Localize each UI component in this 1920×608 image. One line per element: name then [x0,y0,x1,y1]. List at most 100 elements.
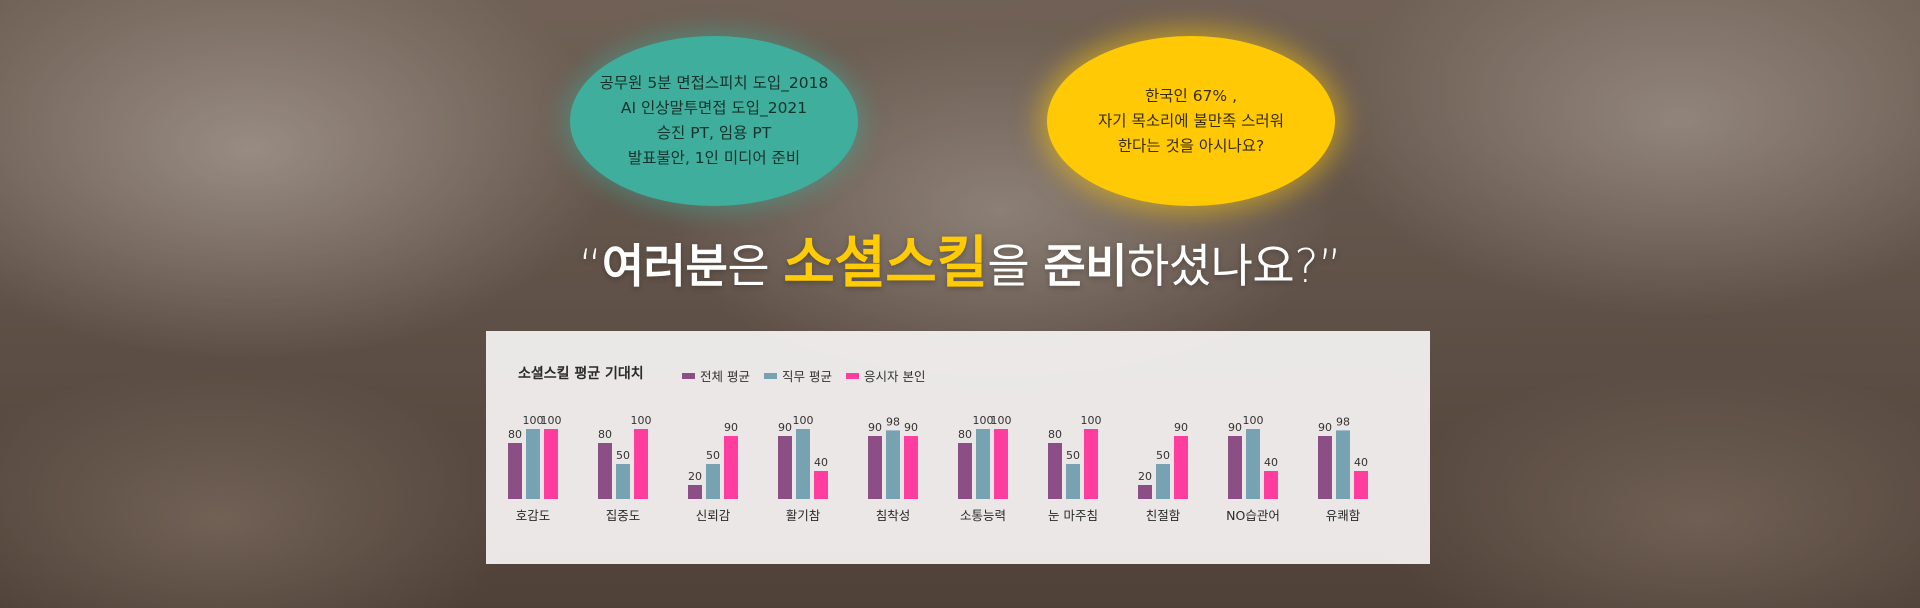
bubble-line: AI 인상말투면접 도입_2021 [620,99,808,117]
data-label: 50 [1066,449,1080,462]
bubble-line: 승진 PT, 임용 PT [656,124,772,142]
bubble-line: 발표불안, 1인 미디어 준비 [627,149,801,167]
data-label: 90 [1228,421,1242,434]
headline-word: 을 [987,239,1044,293]
bar [886,430,900,499]
data-label: 100 [1243,414,1264,427]
bar [994,429,1008,499]
info-bubble-yellow: 한국인 67% , 자기 목소리에 불만족 스러워 한다는 것을 아시나요? [1047,36,1335,206]
bar [1228,436,1242,499]
data-label: 100 [793,414,814,427]
legend-swatch [763,372,777,379]
data-label: 100 [631,414,652,427]
data-label: 100 [973,414,994,427]
legend-label: 전체 평균 [700,369,750,384]
bar-chart: 80100100호감도8050100집중도205090신뢰감9010040활기참… [508,414,1368,523]
bar [1138,485,1152,499]
bar [1246,429,1260,499]
legend-label: 응시자 본인 [863,369,926,384]
bar [778,436,792,499]
bar [634,429,648,499]
data-label: 90 [1318,421,1332,434]
headline-word: 여러분 [601,239,728,293]
data-label: 100 [991,414,1012,427]
bar [904,436,918,499]
data-label: 100 [541,414,562,427]
data-label: 20 [1138,470,1152,483]
bar [1354,471,1368,499]
data-label: 50 [1156,449,1170,462]
data-label: 80 [598,428,612,441]
bar [1264,471,1278,499]
data-label: 90 [868,421,882,434]
data-label: 40 [814,456,828,469]
bar [1084,429,1098,499]
legend-item: 전체 평균 [682,366,750,385]
category-label: 신뢰감 [696,508,731,523]
data-label: 90 [724,421,738,434]
category-label: 눈 마주침 [1048,508,1098,523]
data-label: 80 [1048,428,1062,441]
headline-highlight: 소셜스킬 [783,231,988,296]
category-label: 유쾌함 [1326,508,1361,523]
close-quote: ” [1318,239,1342,293]
bubble-line: 공무원 5분 면접스피치 도입_2018 [599,74,829,92]
data-label: 100 [523,414,544,427]
data-label: 90 [904,421,918,434]
headline: “여러분은 소셜스킬을 준비하셨나요?” [0,232,1920,298]
bar [1156,464,1170,499]
bar [1066,464,1080,499]
category-label: 호감도 [516,508,551,523]
bar [976,429,990,499]
bar [958,443,972,499]
bar [1048,443,1062,499]
category-label: 집중도 [606,508,641,523]
bubble-line: 한다는 것을 아시나요? [1117,136,1265,155]
info-bubble-green: 공무원 5분 면접스피치 도입_2018 AI 인상말투면접 도입_2021 승… [570,36,858,206]
bar [544,429,558,499]
bar [526,429,540,499]
data-label: 98 [886,415,900,428]
data-label: 90 [1174,421,1188,434]
bar [706,464,720,499]
category-label: 침착성 [876,508,911,523]
headline-word: 준비 [1043,239,1127,293]
bar [724,436,738,499]
data-label: 100 [1081,414,1102,427]
legend-item: 직무 평균 [763,366,832,385]
bar [688,485,702,499]
bar [508,443,522,499]
data-label: 40 [1354,456,1368,469]
bubble-line: 한국인 67% , [1144,86,1237,105]
category-label: NO습관어 [1226,508,1280,523]
bar [868,436,882,499]
headline-word: 하셨나요? [1126,239,1319,293]
chart-panel: 소셜스킬 평균 기대치 전체 평균 직무 평균 응시자 본인 80 100 100 호… [486,331,1430,564]
bar [796,429,810,499]
headline-word: 은 [727,239,784,293]
chart-title: 소셜스킬 평균 기대치 [518,366,644,382]
bubble-line: 자기 목소리에 불만족 스러워 [1098,111,1284,130]
chart-legend: 전체 평균 직무 평균 응시자 본인 [682,366,925,385]
data-label: 40 [1264,456,1278,469]
bar [1336,430,1350,499]
category-label: 친절함 [1146,508,1181,523]
legend-label: 직무 평균 [781,369,832,384]
legend-swatch [682,372,695,379]
bar [616,464,630,499]
category-label: 소통능력 [960,508,1006,523]
legend-swatch [845,372,859,379]
data-label: 90 [778,421,792,434]
open-quote: “ [578,239,603,293]
bar [598,443,612,499]
data-label: 50 [706,449,720,462]
data-label: 20 [688,470,702,483]
data-label: 98 [1336,415,1350,428]
data-label: 80 [958,428,972,441]
legend-item: 응시자 본인 [845,366,926,385]
bar [1174,436,1188,499]
data-label: 80 [508,428,522,441]
bar [814,471,828,499]
category-label: 활기참 [786,508,821,523]
data-label: 50 [616,449,630,462]
